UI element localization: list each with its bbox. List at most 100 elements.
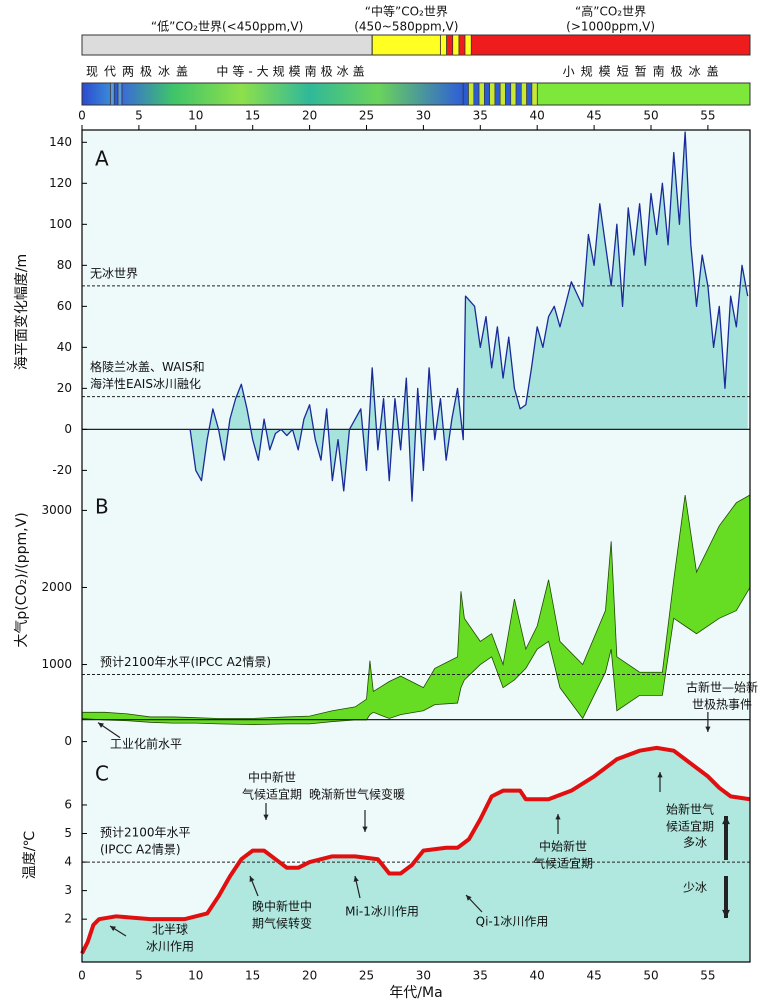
x-tick-label-top: 20 — [302, 109, 317, 123]
stripe — [499, 82, 506, 106]
x-tick-label: 25 — [359, 969, 374, 983]
co2-label: (450~580ppm,V) — [354, 20, 458, 34]
arrow-head — [98, 722, 104, 728]
arrow-head — [353, 876, 359, 882]
band-edge — [81, 587, 751, 726]
annotation: 中中新世 — [248, 770, 296, 785]
ice-label: 小规模短暂南极冰盖 — [563, 64, 725, 79]
y-axis-title: 温度/℃ — [22, 831, 38, 879]
annotation: 期气候转变 — [252, 916, 312, 931]
x-tick-label: 45 — [586, 969, 601, 983]
stripe — [113, 82, 119, 106]
reference-label: 格陵兰冰盖、WAIS和 — [90, 359, 205, 374]
y-tick-label: 3 — [64, 883, 72, 897]
panel-label: B — [95, 495, 109, 519]
stripe — [484, 82, 490, 106]
x-tick-label: 30 — [416, 969, 431, 983]
stripe — [521, 82, 527, 106]
co2-segment — [371, 34, 441, 56]
co2-label: (>1000ppm,V) — [566, 20, 655, 34]
co2-segment — [81, 34, 373, 56]
x-tick-label: 15 — [245, 969, 260, 983]
stripe — [510, 82, 517, 106]
band-edge — [82, 494, 751, 719]
x-axis-title: 年代/Ma — [389, 985, 442, 1000]
y-tick-label: 2 — [64, 912, 72, 926]
reference-label: 无冰世界 — [90, 266, 138, 280]
ice-label: 中等-大规模南极冰盖 — [216, 64, 368, 79]
x-tick-label-top: 30 — [416, 109, 431, 123]
stripe — [117, 82, 123, 106]
x-tick-label: 10 — [188, 969, 203, 983]
x-tick-label-top: 15 — [245, 109, 260, 123]
ice-label: 现代两极冰盖 — [86, 65, 194, 79]
x-tick-label-top: 35 — [473, 109, 488, 123]
x-tick-label-top: 0 — [78, 109, 86, 123]
annotation: 始新世气 — [666, 802, 714, 817]
arrow-head — [466, 895, 472, 901]
annotation: 世极热事件 — [692, 698, 752, 712]
y-axis-title: 大气p(CO₂)/(ppm,V) — [14, 512, 30, 647]
x-tick-label-top: 25 — [359, 109, 374, 123]
annotation: 冰川作用 — [146, 940, 194, 954]
panel-label: A — [95, 147, 109, 171]
ice-less: 少冰 — [683, 881, 707, 895]
x-tick-label-top: 5 — [135, 109, 143, 123]
y-tick-label: 20 — [57, 381, 72, 395]
y-tick-label: 0 — [64, 422, 72, 436]
area-fill — [190, 132, 748, 502]
y-tick-label: 1000 — [41, 657, 72, 671]
stripe — [505, 82, 512, 106]
ice-more: 多冰 — [683, 836, 707, 850]
annotation: 气候适宜期 — [533, 856, 593, 871]
stripe — [473, 82, 480, 106]
stripe — [452, 34, 460, 56]
stripe — [489, 82, 496, 106]
area-fill — [82, 747, 750, 962]
reference-label: 预计2100年水平(IPCC A2情景) — [100, 655, 271, 669]
arrow-head — [110, 926, 116, 932]
arrow-head — [722, 816, 730, 825]
reference-label: 海洋性EAIS冰川融化 — [90, 376, 201, 391]
annotation: Qi-1冰川作用 — [476, 915, 549, 929]
sea-level-line — [189, 131, 749, 502]
panel-label: C — [95, 762, 109, 786]
reference-label: 工业化前水平 — [110, 736, 182, 751]
stripe — [468, 82, 475, 106]
y-tick-label: 80 — [57, 258, 72, 272]
x-tick-label-top: 40 — [530, 109, 545, 123]
co2-label: “高”CO₂世界 — [575, 4, 646, 19]
x-tick-label: 35 — [473, 969, 488, 983]
y-tick-label: 140 — [49, 135, 72, 149]
x-tick-label: 0 — [78, 969, 86, 983]
y-tick-label: 3000 — [41, 503, 72, 517]
arrow-head — [362, 826, 368, 832]
arrow-head — [555, 814, 561, 820]
x-tick-label: 50 — [643, 969, 658, 983]
x-tick-label-top: 50 — [643, 109, 658, 123]
stripe — [462, 82, 469, 106]
stripe — [494, 82, 501, 106]
y-tick-label: 0 — [64, 734, 72, 748]
annotation: Mi-1冰川作用 — [345, 905, 419, 919]
y-tick-label: 40 — [57, 340, 72, 354]
ice-segment — [121, 82, 464, 106]
co2-label: “低”CO₂世界(<450ppm,V) — [151, 20, 303, 34]
stripe — [110, 82, 115, 106]
x-tick-label-top: 45 — [586, 109, 601, 123]
y-tick-label: 2000 — [41, 580, 72, 594]
y-tick-label: 60 — [57, 299, 72, 313]
stripe — [458, 34, 466, 56]
stripe — [440, 34, 447, 56]
stripe — [446, 34, 454, 56]
temperature-line — [80, 745, 751, 955]
ice-segment — [81, 82, 111, 106]
y-axis-title: 海平面变化幅度/m — [14, 254, 30, 370]
stripe — [531, 82, 538, 106]
arrow-head — [249, 876, 255, 882]
y-tick-label: 5 — [64, 826, 72, 840]
annotation: 北半球 — [152, 923, 188, 937]
y-tick-label: 100 — [49, 217, 72, 231]
y-tick-label: 6 — [64, 797, 72, 811]
arrow-head — [705, 726, 711, 732]
